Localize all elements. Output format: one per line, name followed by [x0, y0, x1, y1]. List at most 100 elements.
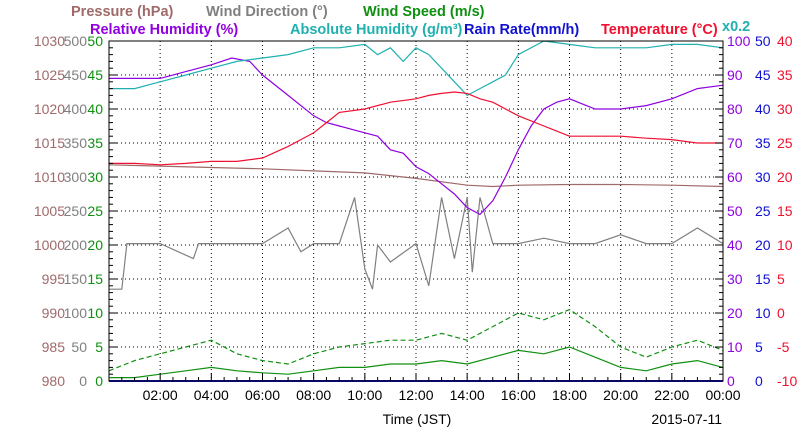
- rain-tick-label: 35: [755, 135, 771, 151]
- temperature-tick-label: 5: [777, 271, 785, 287]
- pressure-tick-label: 1020: [34, 101, 65, 117]
- series-line-3: [108, 308, 724, 372]
- series-line-2: [109, 346, 724, 379]
- pressure-tick-label: 1025: [34, 67, 65, 83]
- x-tick-label: 04:00: [194, 387, 229, 403]
- wind_speed-tick-label: 15: [87, 271, 103, 287]
- date-label: 2015-07-11: [651, 411, 722, 427]
- wind_speed-tick-label: 40: [87, 101, 103, 117]
- rain-tick-label: 40: [755, 101, 771, 117]
- humidity-tick-label: 0: [727, 373, 735, 389]
- legend-temperature: Temperature (°C): [601, 22, 718, 38]
- chart-legend: Pressure (hPa) Wind Direction (°) Wind Spe…: [71, 4, 750, 38]
- pressure-tick-label: 1000: [34, 237, 65, 253]
- temperature-tick-label: 35: [777, 67, 793, 83]
- right-axes: 1009080706050403020100504540353025201510…: [715, 33, 797, 389]
- series-line-1: [109, 197, 724, 290]
- wind_speed-tick-label: 5: [95, 339, 103, 355]
- rain-tick-label: 10: [755, 305, 771, 321]
- rain-tick-label: 0: [755, 373, 763, 389]
- pressure-tick-label: 1015: [34, 135, 65, 151]
- temperature-tick-label: 40: [777, 33, 793, 49]
- temperature-tick-label: 10: [777, 237, 793, 253]
- series-line-7: [109, 91, 723, 166]
- wind_direction-tick-label: 350: [64, 135, 88, 151]
- wind_direction-tick-label: 500: [64, 33, 88, 49]
- x-tick-label: 14:00: [450, 387, 485, 403]
- wind_speed-tick-label: 20: [87, 237, 103, 253]
- wind_direction-tick-label: 0: [79, 373, 87, 389]
- legend-rain: Rain Rate(mm/h): [464, 22, 579, 38]
- series-line-5: [109, 40, 724, 97]
- x-tick-label: 12:00: [398, 387, 433, 403]
- temperature-tick-label: 30: [777, 101, 793, 117]
- wind_direction-tick-label: 200: [64, 237, 88, 253]
- wind_direction-tick-label: 100: [64, 305, 88, 321]
- x-axis: 02:00 04:00 06:00 08:00 10:00 12:00 14:00 16:00…: [108, 373, 741, 403]
- humidity-tick-label: 100: [727, 33, 751, 49]
- humidity-tick-label: 10: [727, 339, 743, 355]
- legend-wind_speed: Wind Speed (m/s): [363, 4, 485, 20]
- temperature-tick-label: -10: [777, 373, 797, 389]
- wind_direction-tick-label: 400: [64, 101, 88, 117]
- wind_direction-tick-label: 150: [64, 271, 88, 287]
- wind_direction-tick-label: 50: [71, 339, 87, 355]
- legend-humidity: Relative Humidity (%): [90, 22, 238, 38]
- humidity-tick-label: 20: [727, 305, 743, 321]
- temperature-tick-label: 15: [777, 203, 793, 219]
- humidity-tick-label: 60: [727, 169, 743, 185]
- left-axes: 1030102510201015101010051000995990985980…: [34, 33, 117, 389]
- pressure-tick-label: 1030: [34, 33, 65, 49]
- chart-grid: [109, 41, 723, 381]
- humidity-tick-label: 40: [727, 237, 743, 253]
- rain-tick-label: 50: [755, 33, 771, 49]
- x-tick-label: 06:00: [245, 387, 280, 403]
- wind_speed-tick-label: 25: [87, 203, 103, 219]
- temperature-tick-label: -5: [777, 339, 790, 355]
- wind_direction-tick-label: 300: [64, 169, 88, 185]
- wind_speed-tick-label: 50: [87, 33, 103, 49]
- rain-tick-label: 20: [755, 237, 771, 253]
- rain-tick-label: 30: [755, 169, 771, 185]
- legend-wind_direction: Wind Direction (°): [206, 4, 328, 20]
- humidity-tick-label: 30: [727, 271, 743, 287]
- humidity-tick-label: 80: [727, 101, 743, 117]
- wind_speed-tick-label: 30: [87, 169, 103, 185]
- wind_speed-tick-label: 10: [87, 305, 103, 321]
- temperature-tick-label: 0: [777, 305, 785, 321]
- abs-humidity-scale-note: x0.2: [722, 19, 750, 35]
- x-tick-label: 08:00: [296, 387, 331, 403]
- pressure-tick-label: 990: [42, 305, 66, 321]
- pressure-tick-label: 980: [42, 373, 66, 389]
- rain-tick-label: 25: [755, 203, 771, 219]
- x-tick-label: 02:00: [143, 387, 178, 403]
- legend-pressure: Pressure (hPa): [71, 4, 174, 20]
- rain-tick-label: 5: [755, 339, 763, 355]
- rain-tick-label: 15: [755, 271, 771, 287]
- x-tick-label: 22:00: [654, 387, 689, 403]
- rain-tick-label: 45: [755, 67, 771, 83]
- x-tick-label: 00:00: [705, 387, 740, 403]
- humidity-tick-label: 70: [727, 135, 743, 151]
- wind_speed-tick-label: 0: [95, 373, 103, 389]
- pressure-tick-label: 1010: [34, 169, 65, 185]
- wind_direction-tick-label: 450: [64, 67, 88, 83]
- legend-abs_humidity: Absolute Humidity (g/m³): [290, 22, 463, 38]
- humidity-tick-label: 50: [727, 203, 743, 219]
- x-tick-label: 20:00: [603, 387, 638, 403]
- temperature-tick-label: 20: [777, 169, 793, 185]
- humidity-tick-label: 90: [727, 67, 743, 83]
- x-tick-label: 16:00: [501, 387, 536, 403]
- wind_direction-tick-label: 250: [64, 203, 88, 219]
- pressure-tick-label: 995: [42, 271, 66, 287]
- pressure-tick-label: 985: [42, 339, 66, 355]
- x-tick-label: 18:00: [552, 387, 587, 403]
- wind_speed-tick-label: 45: [87, 67, 103, 83]
- x-tick-label: 10:00: [347, 387, 382, 403]
- series-line-0: [108, 164, 724, 188]
- x-axis-label: Time (JST): [383, 411, 452, 427]
- pressure-tick-label: 1005: [34, 203, 65, 219]
- temperature-tick-label: 25: [777, 135, 793, 151]
- wind_speed-tick-label: 35: [87, 135, 103, 151]
